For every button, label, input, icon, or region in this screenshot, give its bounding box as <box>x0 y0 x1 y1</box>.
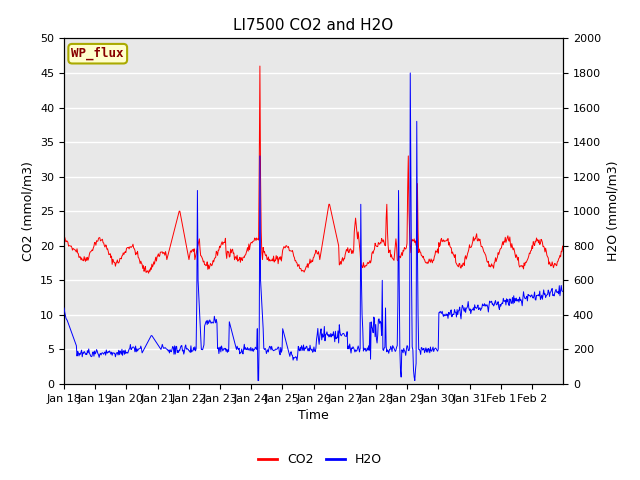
Legend: CO2, H2O: CO2, H2O <box>253 448 387 471</box>
Y-axis label: H2O (mmol/m3): H2O (mmol/m3) <box>607 161 620 262</box>
Y-axis label: CO2 (mmol/m3): CO2 (mmol/m3) <box>22 161 35 261</box>
X-axis label: Time: Time <box>298 409 329 422</box>
Title: LI7500 CO2 and H2O: LI7500 CO2 and H2O <box>234 18 394 33</box>
Text: WP_flux: WP_flux <box>72 47 124 60</box>
